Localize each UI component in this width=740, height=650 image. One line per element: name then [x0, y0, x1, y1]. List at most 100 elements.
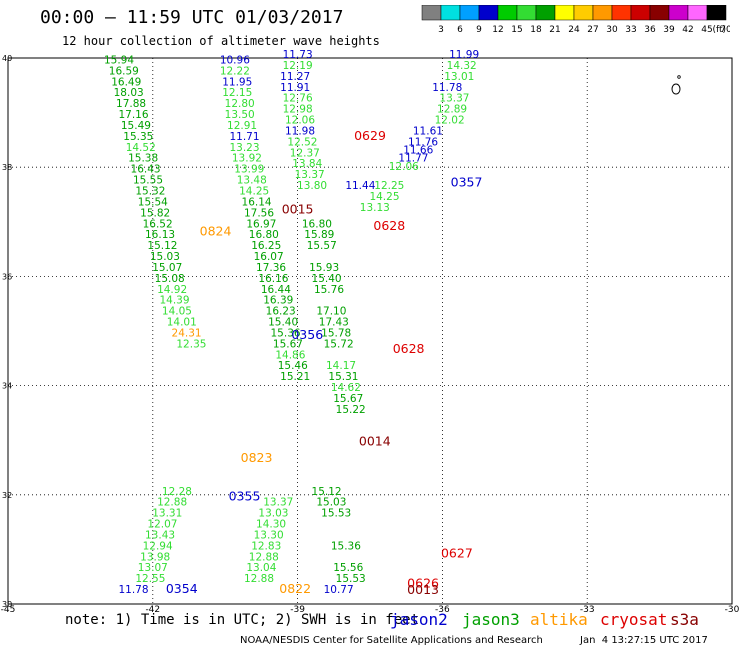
wave-height-label: 13.37	[295, 169, 325, 181]
wave-height-label: 12.52	[287, 136, 317, 148]
wave-height-label: 12.89	[437, 104, 467, 116]
wave-height-label: 14.30	[256, 519, 286, 531]
wave-height-label: 15.03	[150, 251, 180, 263]
wave-height-label: 16.52	[143, 218, 173, 230]
wave-height-label: 16.25	[251, 240, 281, 252]
wave-height-label: 17.88	[116, 98, 146, 110]
wave-height-label: 15.12	[312, 486, 342, 498]
wave-height-label: 12.76	[283, 93, 313, 105]
x-tick-label: -30	[725, 605, 740, 615]
wave-height-label: 15.46	[278, 360, 308, 372]
x-tick-label: -45	[1, 605, 16, 615]
wave-height-label: 12.19	[283, 60, 313, 72]
wave-height-label: 13.99	[234, 164, 264, 176]
wave-height-label: 15.08	[155, 273, 185, 285]
wave-height-label: 15.56	[333, 562, 363, 574]
wave-height-label: 12.91	[227, 120, 257, 132]
wave-height-label: 15.89	[304, 229, 334, 241]
pass-time-label: 0824	[200, 223, 232, 238]
wave-height-label: 14.62	[331, 382, 361, 394]
scale-tick-label: 45	[701, 25, 712, 35]
wave-height-label: 14.52	[126, 142, 156, 154]
wave-height-label: 12.98	[283, 104, 313, 116]
y-tick-label: 34	[2, 382, 12, 391]
wave-height-label: 16.13	[145, 229, 175, 241]
wave-height-label: 11.78	[118, 584, 148, 596]
wave-height-label: 12.35	[176, 338, 206, 350]
plot-frame	[7, 57, 733, 605]
satellite-label-altika: altika	[530, 610, 588, 629]
wave-height-label: 12.22	[220, 65, 250, 77]
wave-height-label: 13.43	[145, 529, 175, 541]
wave-height-label: 16.59	[109, 65, 139, 77]
wave-height-label: 13.80	[297, 180, 327, 192]
wave-height-label: 13.13	[360, 202, 390, 214]
wave-height-label: 15.67	[333, 393, 363, 405]
wave-height-label: 12.88	[249, 551, 279, 563]
wave-height-label: 11.66	[403, 145, 433, 157]
wave-height-label: 15.53	[321, 508, 351, 520]
wave-height-label: 11.76	[408, 136, 438, 148]
satellite-label-jason2: jason2	[390, 610, 448, 629]
wave-height-label: 13.84	[292, 158, 322, 170]
scale-tick-label: 42	[682, 25, 693, 35]
wave-height-label: 15.38	[128, 153, 158, 165]
wave-height-label: 13.37	[439, 93, 469, 105]
wave-height-label: 16.97	[246, 218, 276, 230]
wave-height-label: 15.22	[336, 404, 366, 416]
wave-height-label: 24.31	[172, 327, 202, 339]
wave-height-label: 15.36	[271, 327, 301, 339]
wave-height-label: 15.93	[309, 262, 339, 274]
scale-tick-label: 70	[720, 25, 730, 35]
wave-height-label: 13.98	[140, 551, 170, 563]
wave-height-label: 15.32	[135, 186, 165, 198]
wave-height-label: 11.61	[413, 125, 443, 137]
wave-height-label: 13.92	[232, 153, 262, 165]
x-tick-label: -36	[435, 605, 450, 615]
x-tick-label: -39	[290, 605, 305, 615]
satellite-label-s3a: s3a	[670, 610, 699, 629]
pass-time-label: 0628	[393, 341, 425, 356]
wave-height-label: 16.23	[266, 306, 296, 318]
satellite-label-cryosat: cryosat	[600, 610, 668, 629]
wave-height-label: 14.05	[162, 306, 192, 318]
pass-time-label: 0628	[373, 218, 405, 233]
wave-height-label: 15.31	[328, 371, 358, 383]
satellite-label-jason3: jason3	[462, 610, 520, 629]
wave-height-label: 14.17	[326, 360, 356, 372]
pass-time-label: 0823	[241, 450, 273, 465]
wave-height-label: 15.72	[324, 338, 354, 350]
wave-height-label: 15.21	[280, 371, 310, 383]
scale-tick-label: 12	[492, 25, 503, 35]
map-symbol-dot	[677, 75, 681, 79]
wave-height-label: 17.43	[319, 317, 349, 329]
wave-height-label: 15.40	[312, 273, 342, 285]
wave-height-label: 16.07	[254, 251, 284, 263]
wave-height-label: 14.32	[447, 60, 477, 72]
credit-text: NOAA/NESDIS Center for Satellite Applica…	[240, 635, 543, 646]
wave-height-label: 16.80	[302, 218, 332, 230]
wave-height-label: 15.82	[140, 207, 170, 219]
wave-height-label: 11.77	[398, 153, 428, 165]
scale-tick-label: 3	[438, 25, 444, 35]
pass-time-label: 0354	[166, 581, 198, 596]
scale-tick-label: 9	[476, 25, 482, 35]
wave-height-label: 14.01	[167, 317, 197, 329]
wave-height-label: 15.55	[133, 175, 163, 187]
pass-time-label: 0627	[441, 546, 473, 561]
wave-height-label: 15.78	[321, 327, 351, 339]
wave-height-label: 13.23	[229, 142, 259, 154]
wave-height-label: 16.49	[111, 76, 141, 88]
scale-tick-label: 39	[663, 25, 675, 35]
x-tick-label: -33	[580, 605, 595, 615]
wave-height-label: 15.40	[268, 317, 298, 329]
wave-height-label: 11.73	[283, 49, 313, 61]
wave-height-label: 14.86	[275, 349, 305, 361]
wave-height-label: 12.55	[135, 573, 165, 585]
wave-height-label: 16.14	[242, 196, 272, 208]
wave-height-label: 15.12	[147, 240, 177, 252]
wave-height-label: 15.94	[104, 54, 134, 66]
wave-height-label: 13.37	[263, 497, 293, 509]
wave-height-label: 15.07	[152, 262, 182, 274]
